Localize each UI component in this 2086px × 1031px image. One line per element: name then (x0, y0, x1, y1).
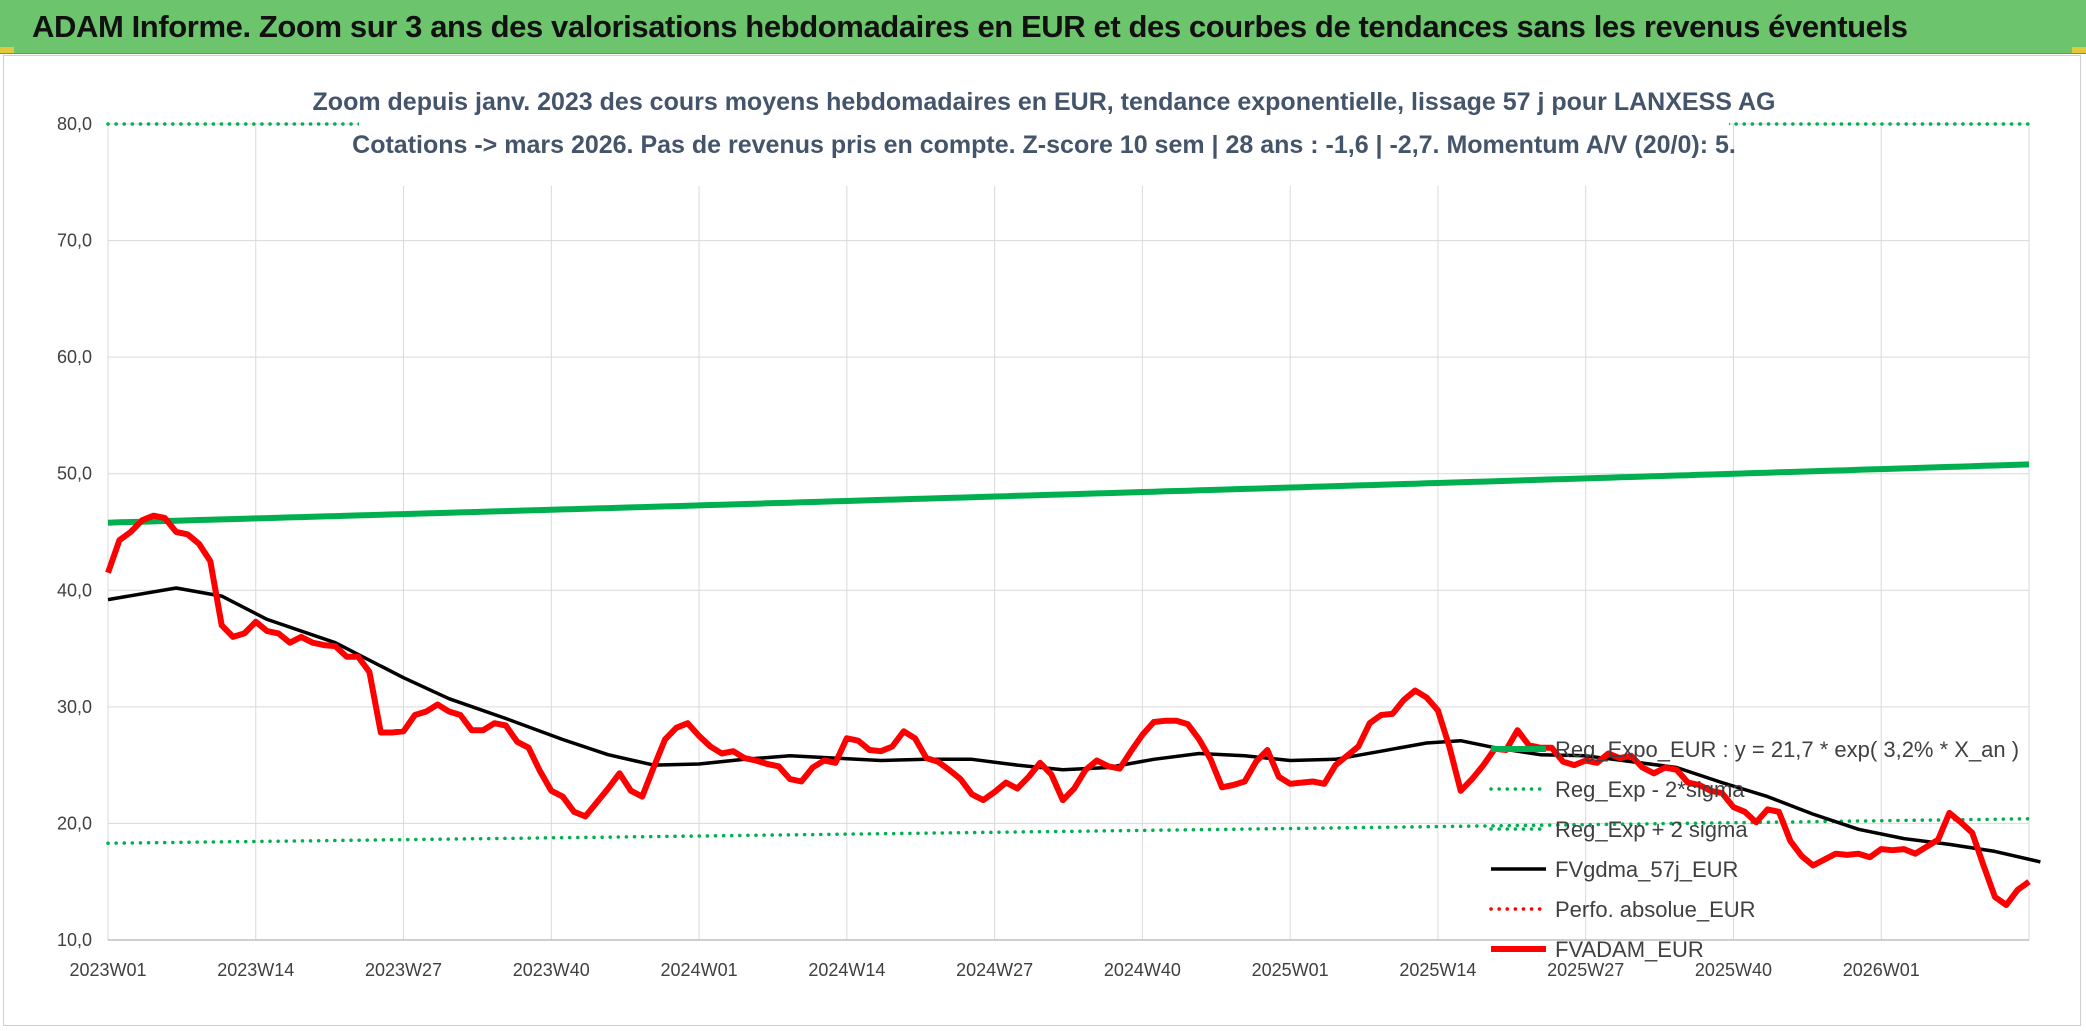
y-tick-label: 40,0 (57, 580, 92, 600)
y-tick-label: 50,0 (57, 464, 92, 484)
report-title: ADAM Informe. Zoom sur 3 ans des valoris… (32, 9, 1908, 44)
title-bar-corner-right (2072, 47, 2086, 53)
y-tick-label: 20,0 (57, 813, 92, 833)
y-tick-label: 70,0 (57, 231, 92, 251)
fvadam-line (105, 512, 2031, 908)
legend: Reg_Expo_EUR : y = 21,7 * exp( 3,2% * X_… (1489, 737, 2019, 962)
legend-label: FVADAM_EUR (1555, 937, 1704, 962)
x-tick-label: 2023W27 (365, 960, 442, 980)
x-tick-label: 2025W40 (1695, 960, 1772, 980)
legend-label: FVgdma_57j_EUR (1555, 857, 1738, 882)
y-tick-label: 10,0 (57, 930, 92, 950)
x-tick-label: 2026W01 (1843, 960, 1920, 980)
reg-expo-line (107, 461, 2030, 526)
x-tick-label: 2023W14 (217, 960, 294, 980)
x-tick-label: 2024W14 (808, 960, 885, 980)
line-chart: 80,0 70,0 60,0 50,0 40,0 30,0 20,0 10,0 2023W01… (57, 78, 2041, 980)
report-title-bar: ADAM Informe. Zoom sur 3 ans des valoris… (0, 0, 2086, 54)
x-tick-label: 2024W01 (661, 960, 738, 980)
legend-label: Reg_Exp - 2*sigma (1555, 777, 1745, 802)
chart-subtitle-line-2: Cotations -> mars 2026. Pas de revenus p… (352, 131, 1736, 159)
x-tick-label: 2025W14 (1399, 960, 1476, 980)
y-tick-label: 80,0 (57, 114, 92, 134)
y-axis-ticks: 80,0 70,0 60,0 50,0 40,0 30,0 20,0 10,0 (57, 114, 92, 950)
x-tick-label: 2024W40 (1104, 960, 1181, 980)
x-tick-label: 2025W01 (1252, 960, 1329, 980)
y-tick-label: 30,0 (57, 697, 92, 717)
fvgdma-57j-line (107, 586, 2041, 864)
x-tick-label: 2025W27 (1547, 960, 1624, 980)
x-tick-label: 2023W01 (69, 960, 146, 980)
x-tick-label: 2024W27 (956, 960, 1033, 980)
chart-frame: 80,0 70,0 60,0 50,0 40,0 30,0 20,0 10,0 2023W01… (3, 55, 2081, 1026)
y-tick-label: 60,0 (57, 347, 92, 367)
chart-subtitle-line-1: Zoom depuis janv. 2023 des cours moyens … (313, 88, 1776, 116)
x-tick-label: 2023W40 (513, 960, 590, 980)
title-bar-corner-left (0, 47, 14, 53)
legend-label: Perfo. absolue_EUR (1555, 897, 1756, 922)
legend-label: Reg_Exp + 2 sigma (1555, 817, 1748, 842)
x-axis-ticks: 2023W01 2023W14 2023W27 2023W40 2024W01 2024W… (69, 960, 1919, 980)
series-group (105, 122, 2041, 908)
legend-label: Reg_Expo_EUR : y = 21,7 * exp( 3,2% * X_… (1555, 737, 2019, 762)
subtitle-background (359, 78, 1729, 186)
